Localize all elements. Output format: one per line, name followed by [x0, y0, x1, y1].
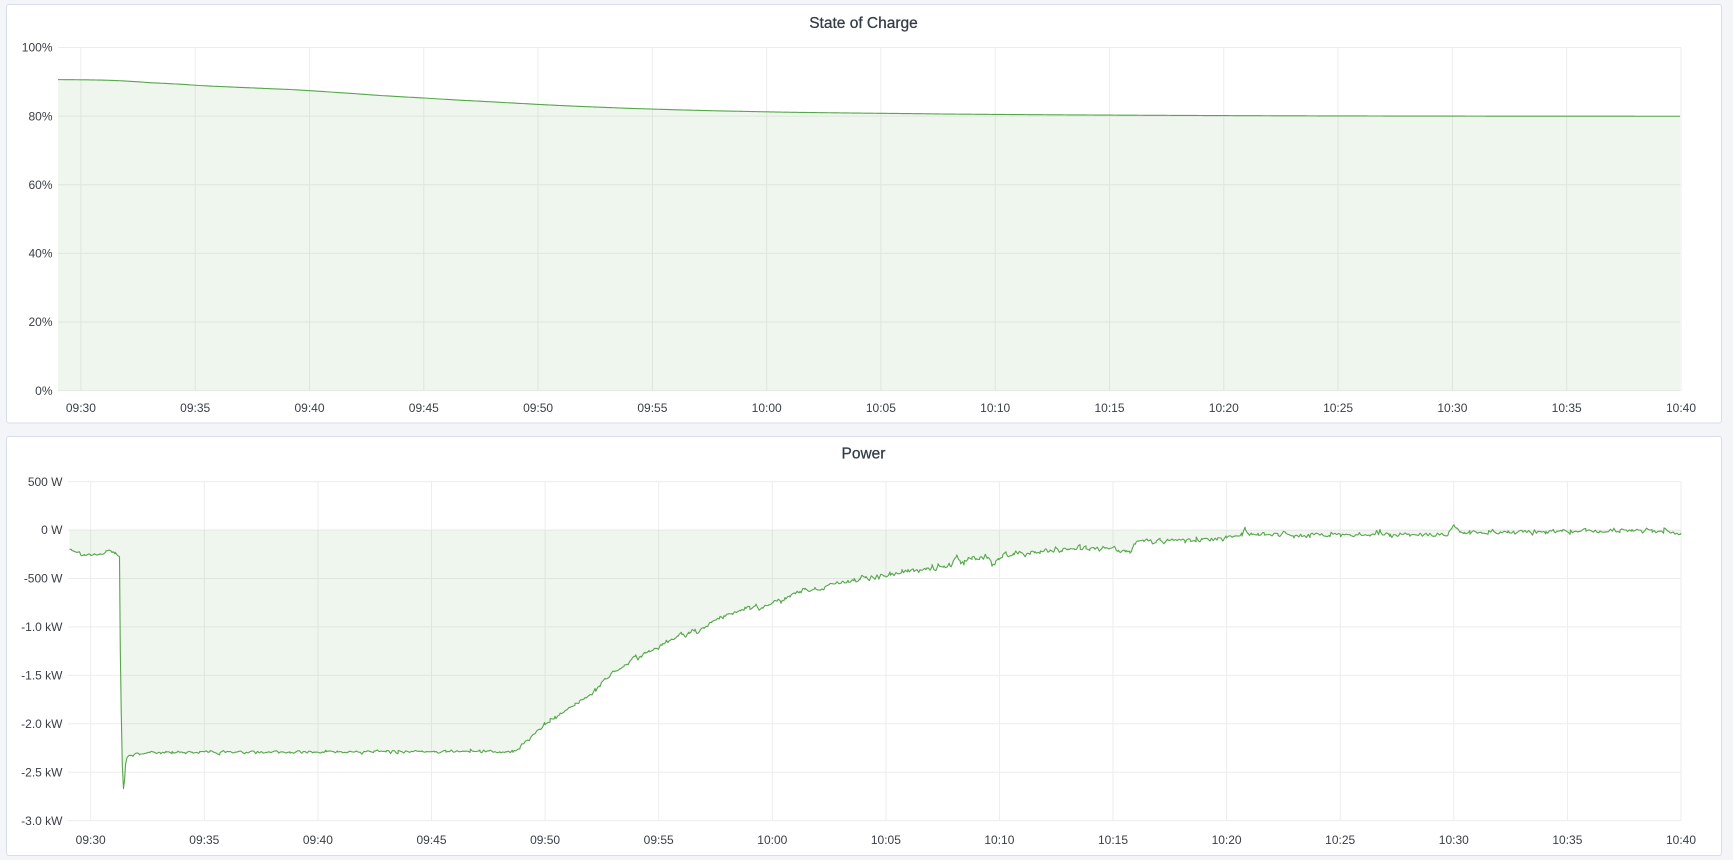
svg-text:Power: Power — [842, 446, 886, 463]
svg-text:40%: 40% — [28, 247, 52, 261]
svg-text:09:50: 09:50 — [523, 401, 553, 415]
svg-text:10:15: 10:15 — [1098, 833, 1128, 847]
svg-text:09:45: 09:45 — [409, 401, 439, 415]
svg-text:-500 W: -500 W — [24, 572, 63, 586]
svg-text:80%: 80% — [28, 109, 52, 123]
svg-text:10:40: 10:40 — [1666, 401, 1696, 415]
svg-text:10:30: 10:30 — [1437, 401, 1467, 415]
svg-text:10:05: 10:05 — [866, 401, 896, 415]
svg-text:60%: 60% — [28, 178, 52, 192]
svg-text:-3.0 kW: -3.0 kW — [21, 814, 63, 828]
svg-text:10:25: 10:25 — [1325, 833, 1355, 847]
svg-text:-1.5 kW: -1.5 kW — [21, 669, 63, 683]
svg-text:09:50: 09:50 — [530, 833, 560, 847]
svg-text:10:10: 10:10 — [984, 833, 1014, 847]
svg-text:-2.5 kW: -2.5 kW — [21, 765, 63, 779]
svg-text:09:30: 09:30 — [66, 401, 96, 415]
svg-text:10:35: 10:35 — [1552, 401, 1582, 415]
svg-text:10:00: 10:00 — [757, 833, 787, 847]
svg-text:09:30: 09:30 — [76, 833, 106, 847]
svg-text:State of Charge: State of Charge — [809, 15, 918, 32]
svg-text:10:25: 10:25 — [1323, 401, 1353, 415]
svg-text:10:20: 10:20 — [1209, 401, 1239, 415]
svg-text:-2.0 kW: -2.0 kW — [21, 717, 63, 731]
svg-text:10:20: 10:20 — [1212, 833, 1242, 847]
svg-text:500 W: 500 W — [28, 475, 63, 489]
svg-text:0 W: 0 W — [41, 523, 63, 537]
svg-text:09:35: 09:35 — [180, 401, 210, 415]
svg-text:10:05: 10:05 — [871, 833, 901, 847]
svg-text:10:30: 10:30 — [1439, 833, 1469, 847]
svg-text:09:45: 09:45 — [416, 833, 446, 847]
svg-text:-1.0 kW: -1.0 kW — [21, 620, 63, 634]
svg-text:10:15: 10:15 — [1094, 401, 1124, 415]
svg-text:10:40: 10:40 — [1666, 833, 1696, 847]
svg-text:09:35: 09:35 — [189, 833, 219, 847]
svg-text:20%: 20% — [28, 315, 52, 329]
svg-text:09:55: 09:55 — [644, 833, 674, 847]
svg-text:10:00: 10:00 — [752, 401, 782, 415]
svg-text:10:35: 10:35 — [1552, 833, 1582, 847]
svg-text:09:40: 09:40 — [294, 401, 324, 415]
svg-text:100%: 100% — [22, 41, 53, 55]
svg-text:10:10: 10:10 — [980, 401, 1010, 415]
svg-text:0%: 0% — [35, 384, 53, 398]
svg-text:09:40: 09:40 — [303, 833, 333, 847]
svg-text:09:55: 09:55 — [637, 401, 667, 415]
